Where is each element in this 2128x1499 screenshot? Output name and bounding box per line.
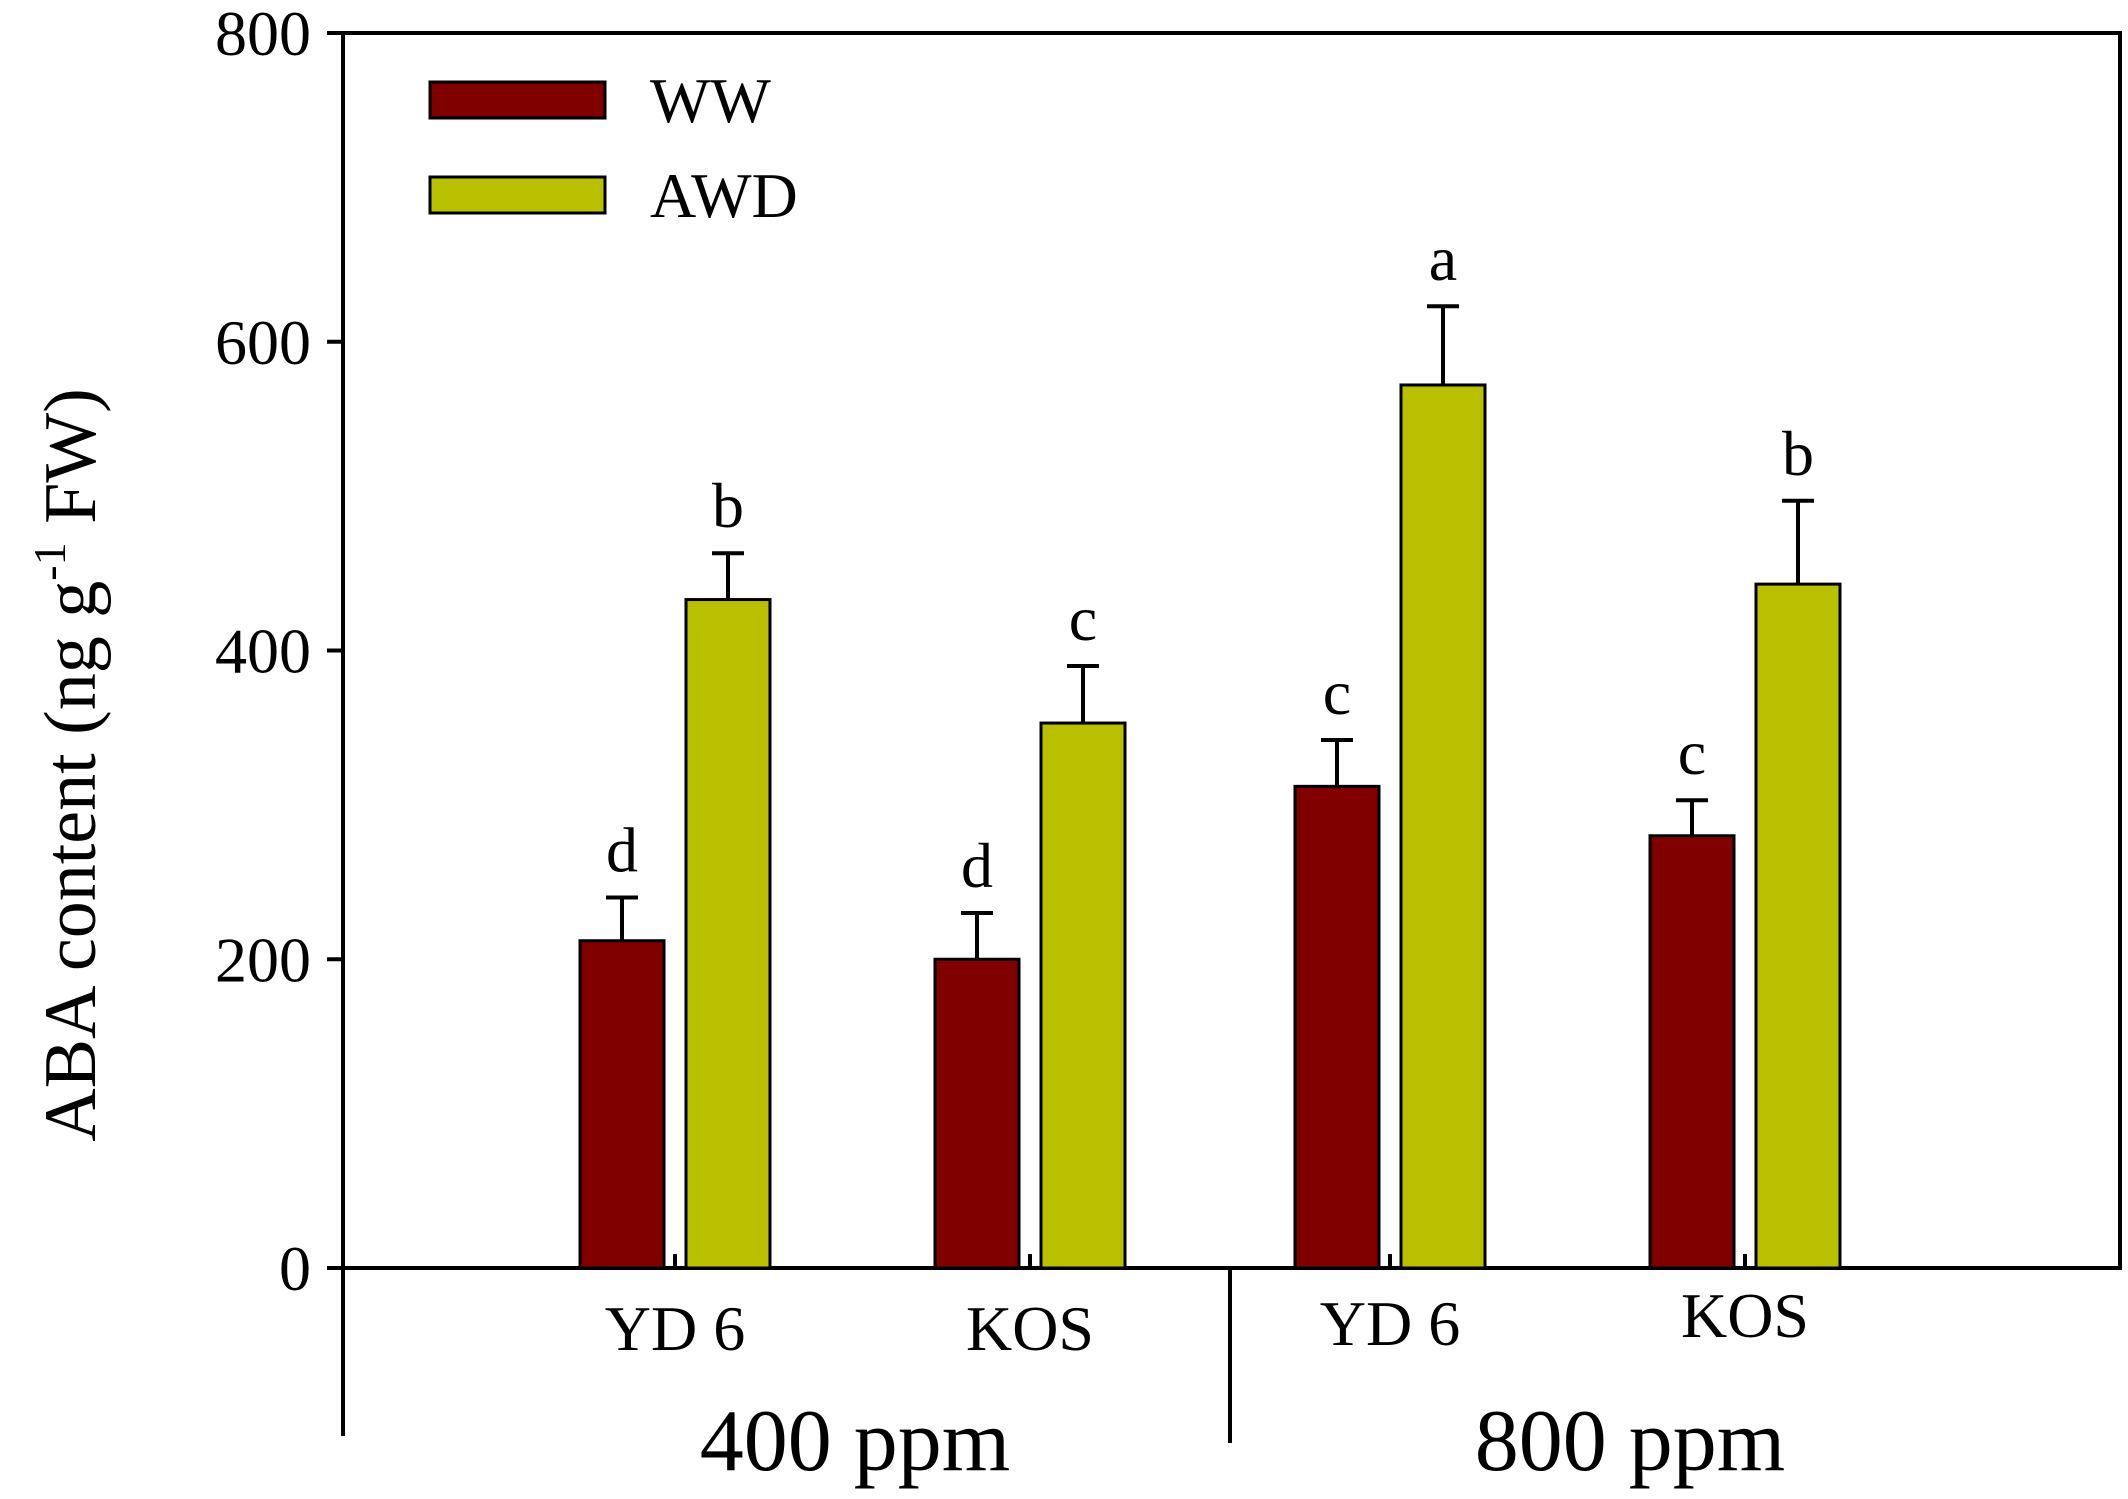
bar-awd: [1754, 582, 1842, 1270]
significance-letter: d: [961, 830, 993, 901]
bar-ww: [1648, 834, 1736, 1270]
bar-awd: [684, 598, 772, 1270]
bar-ww: [578, 939, 666, 1270]
bars: d d c c b c a b: [578, 223, 1842, 1270]
legend-swatch-awd: [428, 175, 607, 215]
x-category-label: YD 6: [605, 1293, 745, 1364]
significance-letter: c: [1678, 717, 1706, 788]
x-category-label: YD 6: [1320, 1288, 1460, 1359]
bar-awd: [1399, 383, 1487, 1270]
significance-letter: a: [1429, 223, 1457, 294]
y-tick-label: 800: [215, 0, 311, 69]
legend-label-ww: WW: [650, 65, 771, 136]
axes: 0 200 400 600 800 YD 6 KOS YD 6 KOS 400 ppm 800 pp…: [215, 0, 2122, 1490]
significance-letter: c: [1323, 657, 1351, 728]
x-category-label: KOS: [966, 1293, 1094, 1364]
y-tick-label: 200: [215, 924, 311, 995]
x-group-label: 400 ppm: [700, 1393, 1010, 1490]
y-axis-label: ABA content (ng g-1 FW): [24, 388, 112, 1142]
significance-letter: b: [712, 470, 744, 541]
legend: WW AWD: [428, 65, 798, 231]
bar-ww: [1293, 784, 1381, 1270]
y-tick-label: 600: [215, 307, 311, 378]
y-tick-label: 0: [279, 1233, 311, 1304]
legend-swatch-ww: [428, 80, 607, 120]
bar-ww: [933, 957, 1021, 1270]
significance-letter: d: [606, 815, 638, 886]
significance-letter: b: [1782, 418, 1814, 489]
significance-letter: c: [1069, 583, 1097, 654]
legend-label-awd: AWD: [650, 160, 798, 231]
bar-awd: [1039, 721, 1127, 1270]
x-group-label: 800 ppm: [1475, 1393, 1785, 1490]
x-category-label: KOS: [1681, 1280, 1809, 1351]
y-tick-label: 400: [215, 616, 311, 687]
